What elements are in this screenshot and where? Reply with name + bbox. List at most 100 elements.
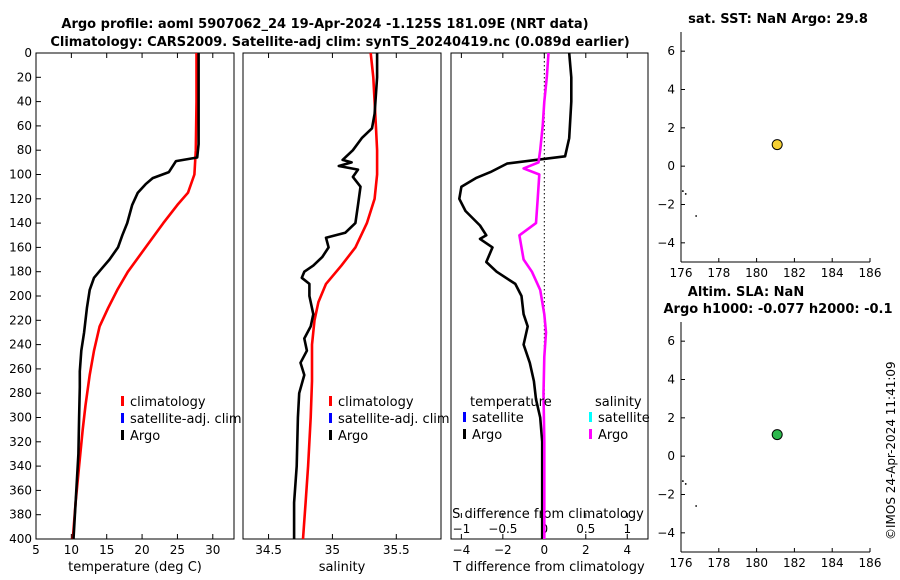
difference-xtick-label: 4: [623, 543, 631, 557]
temperature-xlabel: temperature (deg C): [68, 560, 202, 575]
salinity-legend-1-swatch: [329, 413, 332, 423]
difference-legend-s-argo-text: Argo: [598, 428, 628, 443]
difference-legend-temperature-heading: temperature: [470, 395, 552, 410]
salinity-legend-0-swatch: [329, 396, 332, 406]
sst-xtick-label: 178: [707, 266, 730, 280]
timestamp-watermark: ©IMOS 24-Apr-2024 11:41:09: [884, 361, 898, 540]
sst-panel-title: sat. SST: NaN Argo: 29.8: [688, 12, 868, 27]
temperature-ytick-label: 140: [9, 216, 32, 230]
temperature-xtick-label: 5: [32, 543, 40, 557]
temperature-legend-2-text: Argo: [130, 429, 160, 444]
salinity-legend-2-text: Argo: [338, 429, 368, 444]
salinity-legend-2-swatch: [329, 430, 332, 440]
temperature-legend-2-swatch: [121, 430, 124, 440]
difference-legend-t-argo-text: Argo: [472, 428, 502, 443]
temperature-xtick-label: 30: [205, 543, 220, 557]
temperature-ytick-label: 40: [17, 95, 32, 109]
salinity-xtick-label: 34.5: [255, 543, 282, 557]
sla-coast-dot: [681, 480, 684, 482]
temperature-ytick-label: 320: [9, 435, 32, 449]
difference-top-xtick-label: −1: [453, 522, 471, 536]
difference-top-xtick-label: 0.5: [576, 522, 595, 536]
sst-coast-dot: [684, 193, 687, 195]
salinity-argo-line: [292, 53, 379, 539]
sla-argo-marker: [771, 429, 783, 441]
temperature-legend-1-text: satellite-adj. clim: [130, 412, 242, 427]
temperature-ytick-label: 280: [9, 386, 32, 400]
salinity-legend-0-text: climatology: [338, 395, 414, 410]
sst-ytick-label: 6: [667, 44, 675, 58]
temperature-ytick-label: 260: [9, 362, 32, 376]
difference-xtick-label: −2: [494, 543, 512, 557]
temperature-ytick-label: 200: [9, 289, 32, 303]
difference-legend-t-sat-swatch: [463, 412, 466, 422]
temperature-argo-line: [72, 53, 200, 540]
difference-axes-box: [450, 52, 649, 540]
salinity-xtick-label: 35.5: [383, 543, 410, 557]
difference-top-xlabel: S difference from climatology: [452, 507, 644, 522]
difference-xtick-label: 0: [540, 543, 548, 557]
sla-panel-title: Altim. SLA: NaN: [688, 285, 804, 300]
sst-ytick-label: 0: [667, 159, 675, 173]
sst-ytick-label: 2: [667, 121, 675, 135]
sla-ytick-label: −2: [657, 488, 675, 502]
temperature-ytick-label: 120: [9, 192, 32, 206]
temperature-xtick-label: 20: [134, 543, 149, 557]
sla-xtick-label: 184: [821, 556, 844, 570]
temperature-ytick-label: 160: [9, 240, 32, 254]
difference-xtick-label: −4: [453, 543, 471, 557]
temperature-xtick-label: 25: [170, 543, 185, 557]
difference-legend-t-argo-swatch: [463, 429, 466, 439]
chart-layer: 5 10 15 20 25 3002040608010012014016018020022…: [9, 32, 881, 575]
difference-legend-salinity-heading: salinity: [595, 395, 642, 410]
temperature-legend-0-text: climatology: [130, 395, 206, 410]
temperature-ytick-label: 20: [17, 70, 32, 84]
sla-coast-dot: [695, 505, 698, 507]
salinity-xlabel: salinity: [319, 560, 366, 575]
difference-xlabel: T difference from climatology: [452, 560, 645, 575]
sla-xtick-label: 186: [859, 556, 882, 570]
sst-xtick-label: 186: [859, 266, 882, 280]
difference-xtick-label: 2: [582, 543, 590, 557]
temperature-ytick-label: 380: [9, 508, 32, 522]
sla-ytick-label: −4: [657, 526, 675, 540]
temperature-ytick-label: 400: [9, 532, 32, 546]
temperature-ytick-label: 100: [9, 168, 32, 182]
sla-ytick-label: 0: [667, 449, 675, 463]
sla-panel-subtitle: Argo h1000: -0.077 h2000: -0.1: [663, 302, 892, 317]
salinity-axes-box: [242, 52, 442, 540]
temperature-ytick-label: 180: [9, 265, 32, 279]
sla-xtick-label: 182: [783, 556, 806, 570]
temperature-ytick-label: 0: [24, 46, 32, 60]
sst-coast-dot: [681, 190, 684, 192]
difference-top-xtick-label: −0.5: [488, 522, 517, 536]
difference-legend-s-argo-swatch: [589, 429, 592, 439]
figure-title-line2: Climatology: CARS2009. Satellite-adj cli…: [50, 35, 629, 50]
temperature-ytick-label: 80: [17, 143, 32, 157]
figure-title-line1: Argo profile: aoml 5907062_24 19-Apr-202…: [61, 17, 588, 32]
sla-ytick-label: 4: [667, 373, 675, 387]
sla-ytick-label: 2: [667, 411, 675, 425]
sst-xtick-label: 180: [745, 266, 768, 280]
temperature-ytick-label: 340: [9, 459, 32, 473]
temperature-ytick-label: 360: [9, 483, 32, 497]
sst-xtick-label: 184: [821, 266, 844, 280]
sst-ytick-label: −2: [657, 198, 675, 212]
sla-xtick-label: 180: [745, 556, 768, 570]
salinity-legend-1-text: satellite-adj. clim: [338, 412, 450, 427]
temperature-ytick-label: 300: [9, 411, 32, 425]
sla-coast-dot: [684, 483, 687, 485]
difference-top-xtick-label: 1: [623, 522, 631, 536]
sst-xtick-label: 176: [670, 266, 693, 280]
temperature-axes-box: [35, 52, 235, 540]
temperature-legend-1-swatch: [121, 413, 124, 423]
temperature-ytick-label: 60: [17, 119, 32, 133]
difference-legend-s-sat-swatch: [589, 412, 592, 422]
difference-legend-s-sat-text: satellite: [598, 411, 650, 426]
sst-ytick-label: 4: [667, 83, 675, 97]
sla-xtick-label: 178: [707, 556, 730, 570]
temperature-xtick-label: 10: [64, 543, 79, 557]
temperature-ytick-label: 220: [9, 313, 32, 327]
temperature-climatology-line: [71, 53, 198, 540]
